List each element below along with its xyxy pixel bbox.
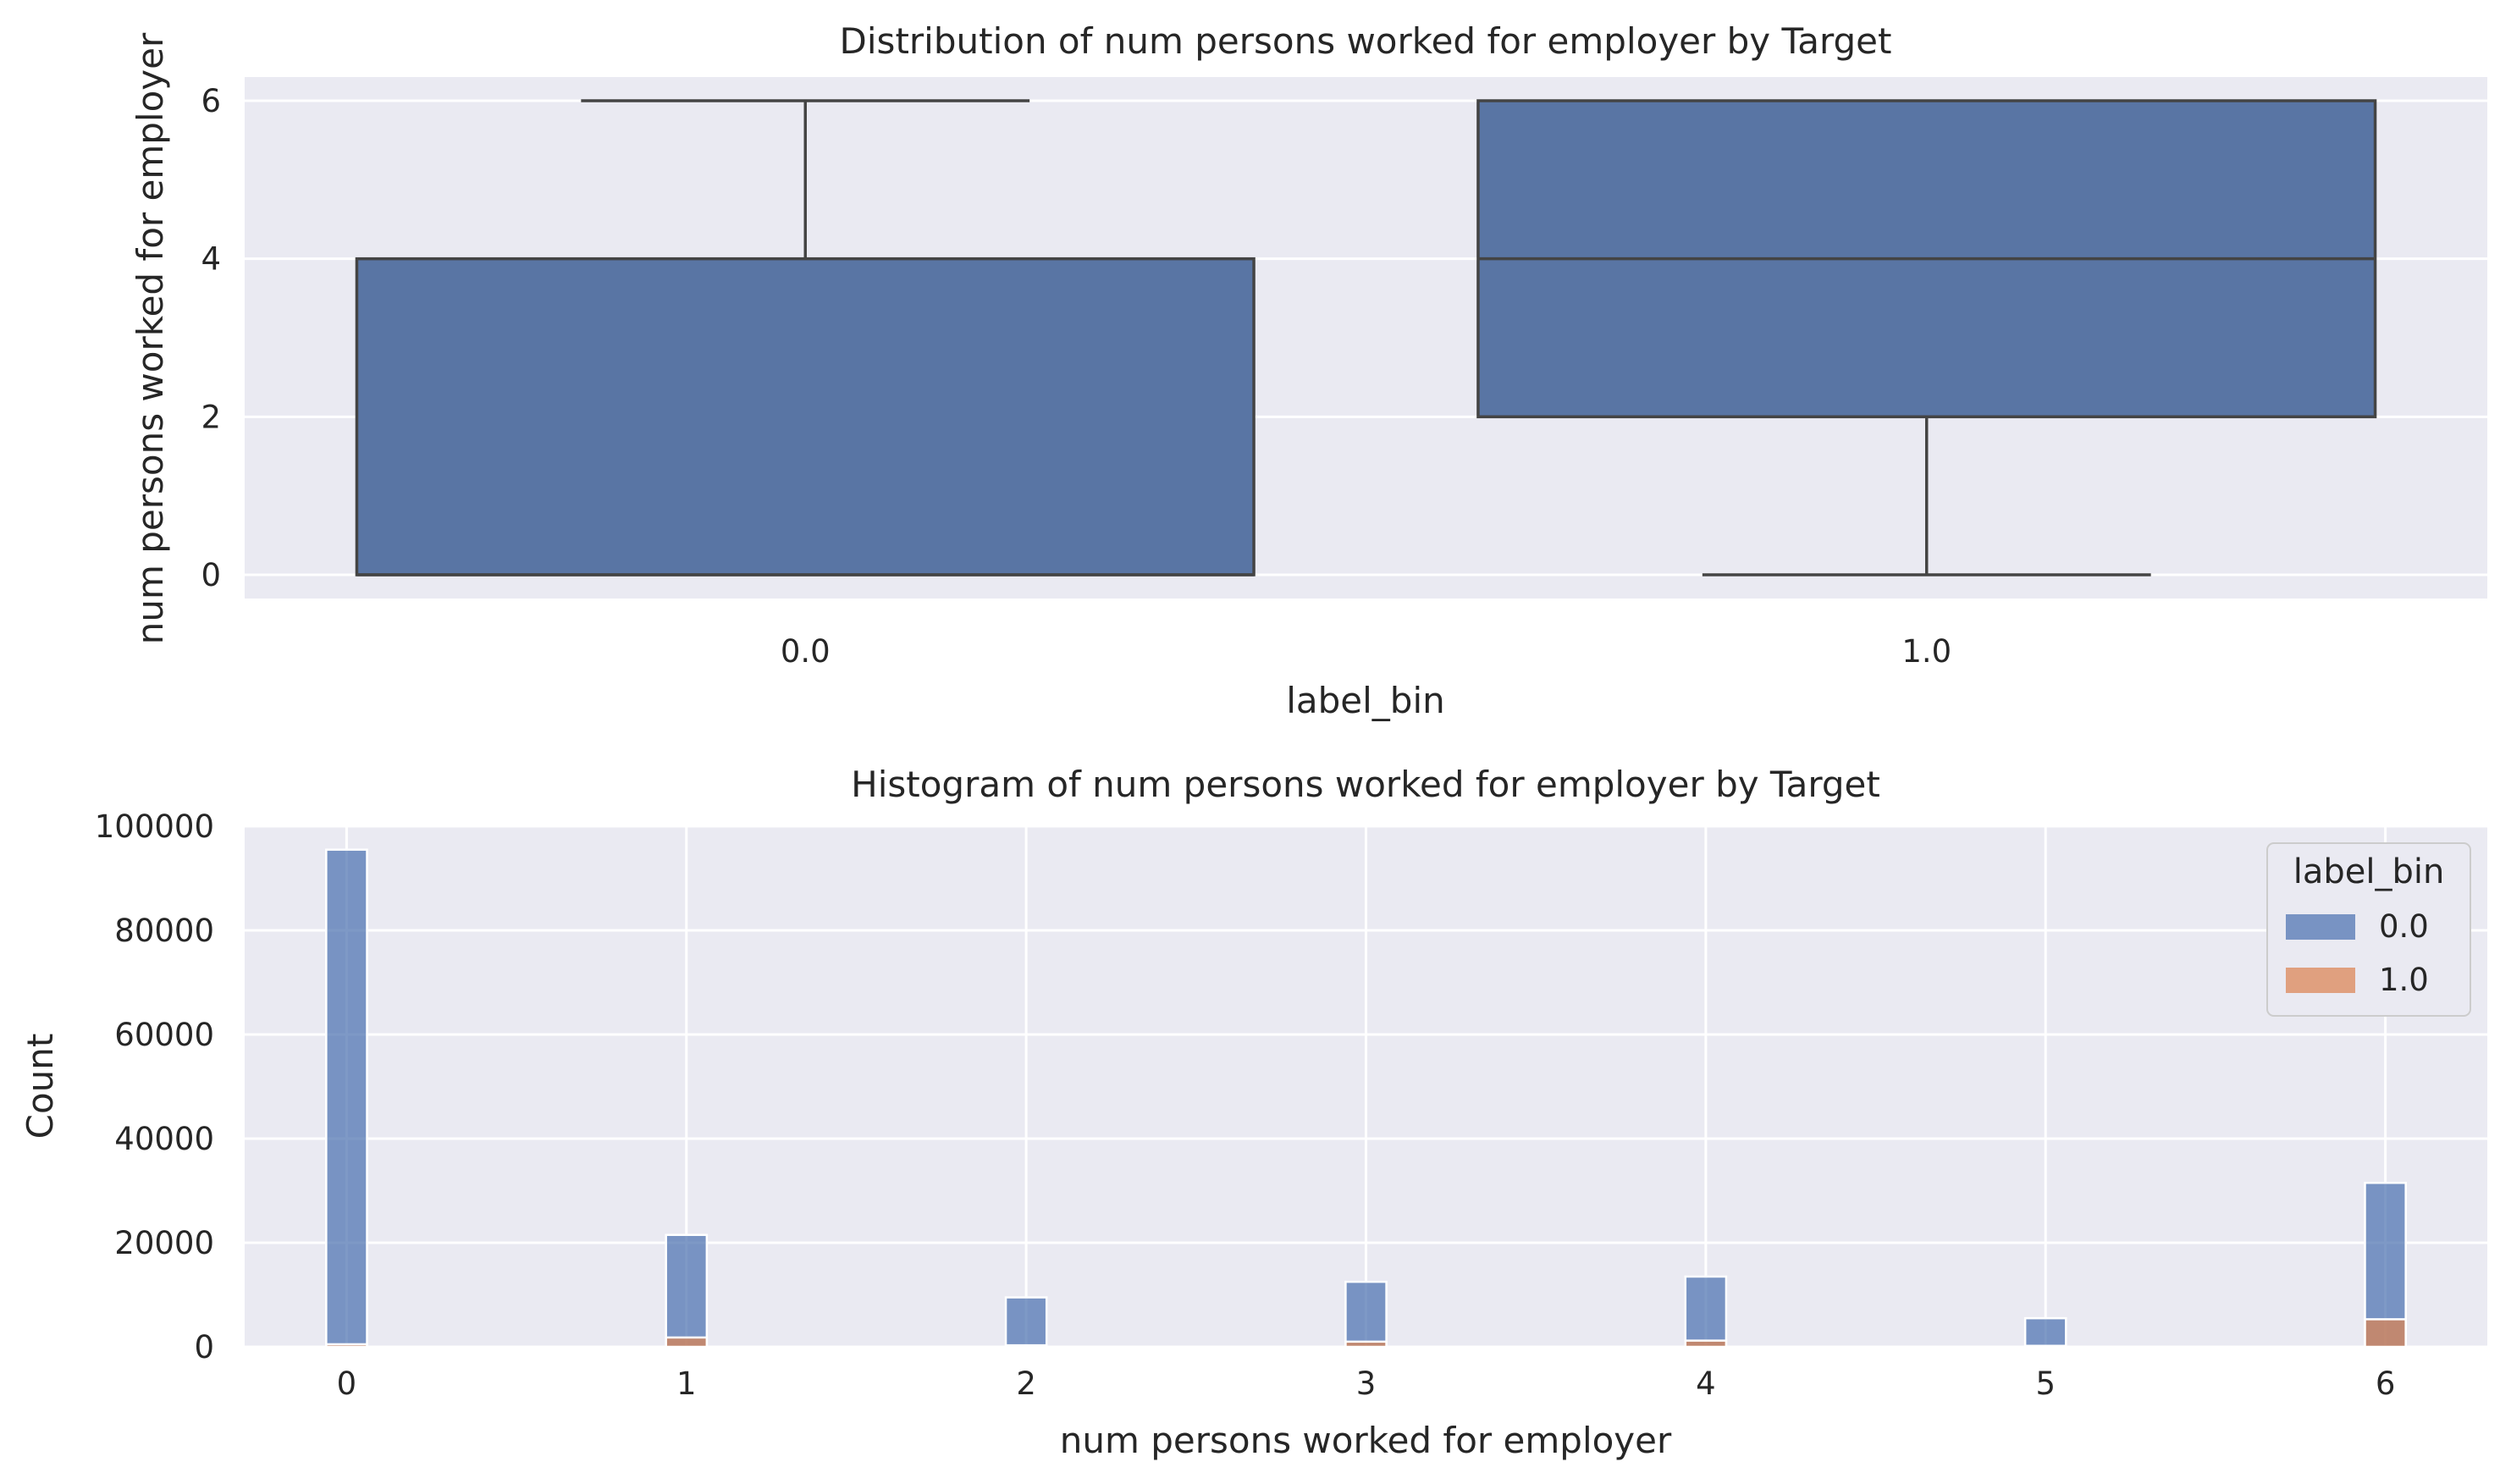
hist-x-tick-label-6: 6 <box>2376 1365 2396 1402</box>
histogram-marks <box>325 848 2407 1349</box>
box-y-tick-label-3: 6 <box>201 83 221 119</box>
hist-bar-s0-3 <box>1344 1280 1388 1349</box>
legend-swatch-0 <box>2286 914 2355 940</box>
box-y-ticks: 0 2 4 6 <box>201 83 221 593</box>
hist-y-tick-label-2: 40000 <box>114 1121 214 1157</box>
legend-swatch-1 <box>2286 968 2355 993</box>
hist-y-tick-label-4: 80000 <box>114 913 214 949</box>
box-y-tick-label-0: 0 <box>201 557 221 593</box>
hist-bar-s0-2 <box>1004 1296 1048 1349</box>
hist-x-tick-label-4: 4 <box>1696 1365 1716 1402</box>
histogram-title: Histogram of num persons worked for empl… <box>851 764 1880 805</box>
hist-y-tick-label-1: 20000 <box>114 1225 214 1261</box>
legend-label-1: 1.0 <box>2379 962 2429 998</box>
hist-x-tick-label-5: 5 <box>2035 1365 2056 1402</box>
hist-bar-s0-1 <box>665 1233 709 1349</box>
histogram-grid <box>245 825 2487 1349</box>
hist-bar-s1-2 <box>1004 1343 1048 1349</box>
box-marks <box>355 99 2377 576</box>
legend-title: label_bin <box>2293 852 2445 891</box>
hist-x-tick-label-3: 3 <box>1356 1365 1377 1402</box>
hist-bar-s1-0 <box>325 1343 368 1349</box>
hist-bar-s1-5 <box>2023 1344 2067 1349</box>
box-x-tick-label-0: 0.0 <box>781 633 831 670</box>
hist-bar-s0-4 <box>1684 1275 1728 1349</box>
hist-bar-s1-4 <box>1684 1339 1728 1349</box>
box-x-ticks: 0.0 1.0 <box>781 633 1951 670</box>
box-y-tick-label-1: 2 <box>201 399 221 435</box>
hist-y-tick-label-0: 0 <box>194 1329 214 1365</box>
box-body-0 <box>355 257 1256 576</box>
histogram-y-axis-label: Count <box>19 1034 61 1139</box>
box-0 <box>355 99 1256 576</box>
box-chart: 0 2 4 6 0.0 1.0 Distribution of num persons … <box>130 20 2487 721</box>
hist-bar-s1-3 <box>1344 1340 1388 1349</box>
box-chart-title: Distribution of num persons worked for e… <box>840 20 1892 62</box>
box-y-tick-label-2: 4 <box>201 241 221 278</box>
box-y-axis-label: num persons worked for employer <box>130 32 171 644</box>
hist-bar-s1-1 <box>665 1336 709 1349</box>
box-x-axis-label: label_bin <box>1286 680 1445 721</box>
hist-x-tick-label-1: 1 <box>676 1365 697 1402</box>
hist-y-tick-label-3: 60000 <box>114 1017 214 1053</box>
histogram-y-ticks: 0 20000 40000 60000 80000 100000 <box>95 808 214 1365</box>
box-1 <box>1476 99 2377 576</box>
hist-bar-s1-6 <box>2364 1318 2407 1349</box>
hist-bar-s0-0 <box>325 848 368 1349</box>
histogram-x-axis-label: num persons worked for employer <box>1060 1420 1672 1461</box>
histogram-legend: label_bin 0.0 1.0 <box>2266 842 2471 1017</box>
hist-bar-s0-5 <box>2023 1316 2067 1349</box>
histogram-chart: 0 20000 40000 60000 80000 100000 0 1 2 3 4 5 6 Hist… <box>19 764 2487 1461</box>
box-x-tick-label-1: 1.0 <box>1901 633 1951 670</box>
hist-y-tick-label-5: 100000 <box>95 808 214 845</box>
histogram-x-ticks: 0 1 2 3 4 5 6 <box>337 1365 2396 1402</box>
hist-x-tick-label-0: 0 <box>337 1365 357 1402</box>
legend-label-0: 0.0 <box>2379 908 2429 945</box>
hist-x-tick-label-2: 2 <box>1016 1365 1036 1402</box>
